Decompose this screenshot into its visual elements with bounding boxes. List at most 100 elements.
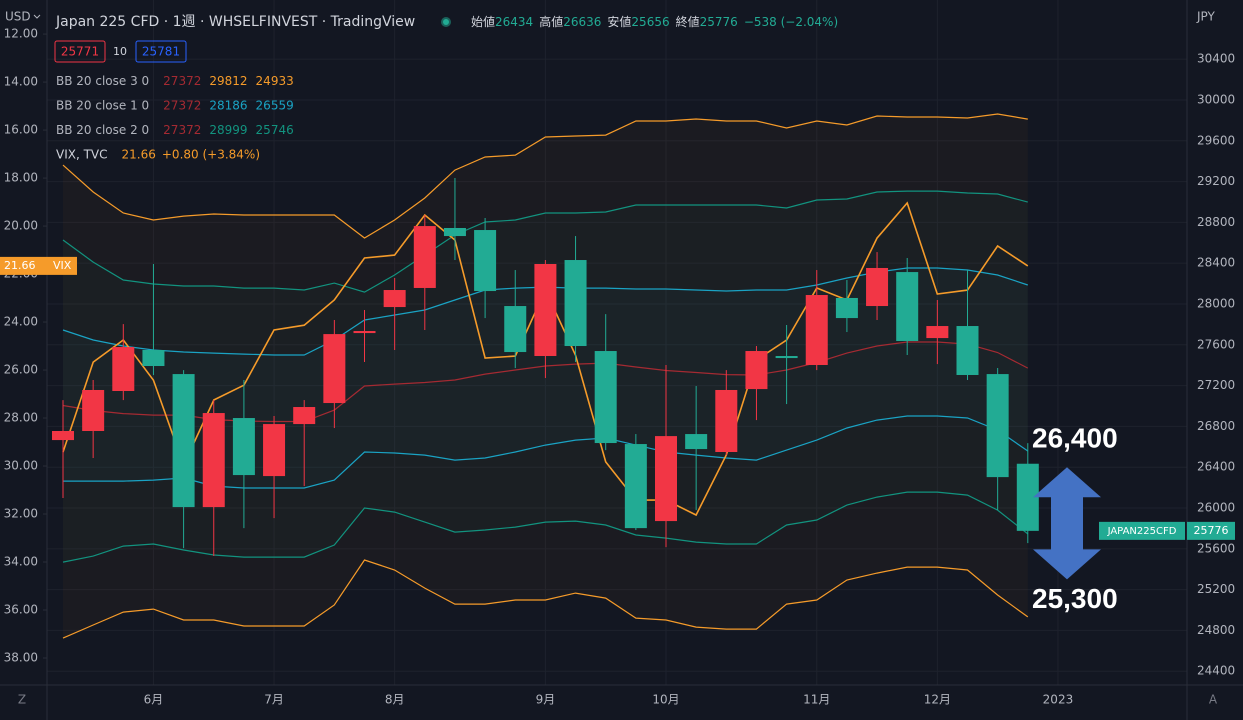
candle-body xyxy=(323,334,346,404)
annotation-text: 26,400 xyxy=(1032,423,1118,454)
symbol-tag xyxy=(1099,521,1185,540)
candles xyxy=(52,178,1039,557)
candle-body xyxy=(443,227,466,237)
left-axis-unit[interactable]: USD xyxy=(5,10,31,24)
y2-tick-label: 12.00 xyxy=(4,27,38,41)
y-tick-label: 29200 xyxy=(1197,174,1235,188)
x-tick-label: 11月 xyxy=(803,693,830,707)
x-tick-label: 9月 xyxy=(536,693,556,707)
ohlc-label: 安値 xyxy=(607,14,631,29)
price-tag-value: 25776 xyxy=(1194,524,1229,537)
y2-tick-label: 30.00 xyxy=(4,459,38,473)
vix-tag-value: 21.66 xyxy=(4,259,36,272)
candle-body xyxy=(805,295,828,365)
bid-price[interactable]: 25771 xyxy=(61,45,99,59)
vix-tag xyxy=(0,256,77,275)
y-tick-label: 26000 xyxy=(1197,501,1235,515)
y2-tick-label: 36.00 xyxy=(4,603,38,617)
ohlc-label: 始値 xyxy=(471,14,495,29)
candle-body xyxy=(624,444,647,529)
candle-body xyxy=(775,356,798,359)
y2-tick-label: 28.00 xyxy=(4,411,38,425)
candle-body xyxy=(534,264,557,357)
y2-tick-label: 32.00 xyxy=(4,507,38,521)
ohlc-value: 25776 xyxy=(700,15,738,29)
candle-body xyxy=(594,351,617,444)
x-tick-label: 8月 xyxy=(385,693,405,707)
legend-row: BB 20 close 1 0 27372 28186 26559 xyxy=(56,98,294,112)
candle-body xyxy=(564,260,587,347)
legend-upper: 28186 xyxy=(209,98,247,112)
candle-body xyxy=(112,347,135,392)
y-tick-label: 24400 xyxy=(1197,664,1235,678)
y2-tick-label: 16.00 xyxy=(4,123,38,137)
vix-tag-name: VIX xyxy=(53,259,72,272)
axes: 24400 24800 25200 25600 26000 26400 26800 27200… xyxy=(4,27,1236,707)
ohlc-value: 26434 xyxy=(495,15,533,29)
spread: 10 xyxy=(113,45,127,58)
candle-body xyxy=(52,430,74,441)
candle-body xyxy=(82,389,105,431)
candle-body xyxy=(655,436,677,522)
legend-name: BB 20 close 3 0 xyxy=(56,74,149,88)
legend-value: 21.66 xyxy=(122,147,156,161)
candle-body xyxy=(685,434,708,450)
candle-body xyxy=(202,413,225,508)
right-axis-unit: JPY xyxy=(1196,10,1216,24)
candle-body xyxy=(232,418,255,476)
candle-body xyxy=(745,351,768,390)
y-tick-label: 24800 xyxy=(1197,623,1235,637)
y-tick-label: 28000 xyxy=(1197,296,1235,310)
candle-body xyxy=(1016,463,1039,531)
candle-body xyxy=(353,331,376,334)
auto-button[interactable]: A xyxy=(1209,693,1218,707)
legend-lower: 25746 xyxy=(256,123,294,137)
y2-tick-label: 18.00 xyxy=(4,171,38,185)
ask-price[interactable]: 25781 xyxy=(142,45,180,59)
candle-body xyxy=(504,306,527,353)
band-lower xyxy=(62,559,1029,639)
band-upper xyxy=(62,113,1028,239)
x-tick-label: 2023 xyxy=(1043,693,1074,707)
y2-tick-label: 26.00 xyxy=(4,363,38,377)
band-lower xyxy=(62,491,1029,563)
candle-body xyxy=(142,349,165,367)
y-tick-label: 26400 xyxy=(1197,460,1235,474)
unit-caret[interactable] xyxy=(33,14,41,19)
legend-name: BB 20 close 1 0 xyxy=(56,98,149,112)
legend-lower: 24933 xyxy=(256,74,294,88)
x-tick-label: 12月 xyxy=(924,693,951,707)
ohlc-label: 終値 xyxy=(676,14,700,29)
legend-basis: 27372 xyxy=(163,123,201,137)
status-dot xyxy=(443,19,449,25)
y2-tick-label: 14.00 xyxy=(4,75,38,89)
legend-row: BB 20 close 3 0 27372 29812 24933 xyxy=(56,74,294,88)
candle-body xyxy=(926,326,949,339)
x-tick-label: 6月 xyxy=(144,693,164,707)
ohlc-label: 高値 xyxy=(539,14,563,29)
chart-title: Japan 225 CFD · 1週 · WHSELFINVEST · Trad… xyxy=(55,14,415,30)
legend-upper: 28999 xyxy=(209,123,247,137)
candle-body xyxy=(263,424,286,477)
candle-body xyxy=(293,407,316,425)
legend-row: BB 20 close 2 0 27372 28999 25746 xyxy=(56,123,294,137)
y-tick-label: 25600 xyxy=(1197,541,1235,555)
candle-body xyxy=(986,374,1009,478)
y-tick-label: 29600 xyxy=(1197,133,1235,147)
price-tags: 21.66 VIX JAPAN225CFD 25776 xyxy=(0,256,1235,540)
candle-body xyxy=(715,389,738,453)
x-tick-label: 7月 xyxy=(264,693,284,707)
legend-basis: 27372 xyxy=(163,98,201,112)
symbol-tag-name: JAPAN225CFD xyxy=(1107,526,1177,537)
y2-tick-label: 20.00 xyxy=(4,219,38,233)
zoom-button[interactable]: Z xyxy=(18,693,26,707)
candle-body xyxy=(956,326,979,375)
y-tick-label: 28800 xyxy=(1197,215,1235,229)
bid-box[interactable] xyxy=(54,40,106,63)
ask-box[interactable] xyxy=(135,40,187,63)
candle-body xyxy=(866,267,889,307)
legend-basis: 27372 xyxy=(163,74,201,88)
